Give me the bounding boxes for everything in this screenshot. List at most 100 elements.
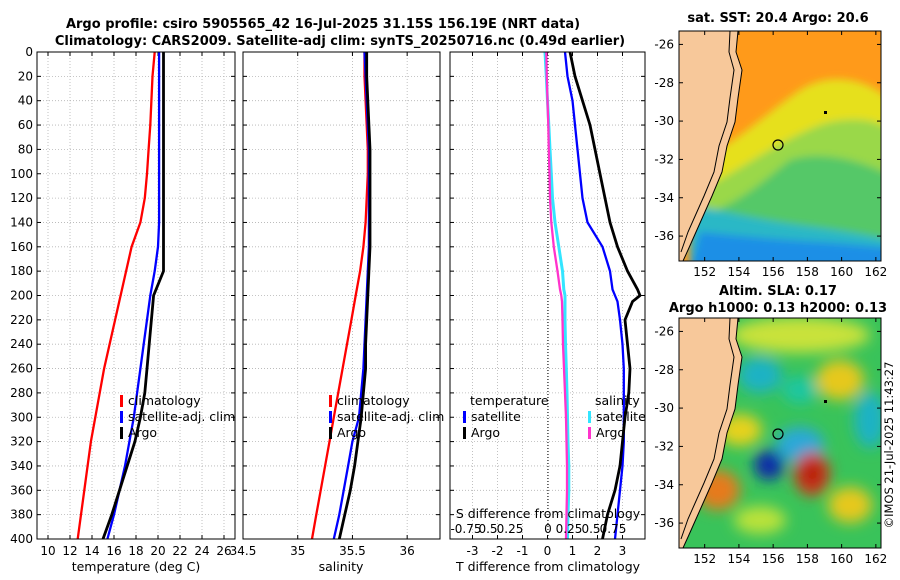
xtick-label: 34.5: [230, 544, 257, 558]
ytick-label: 140: [10, 215, 33, 229]
legend-mark-satellite: [329, 411, 332, 423]
xtick-label: 35.5: [339, 544, 366, 558]
sla-island: [824, 400, 827, 403]
sla-anomaly-5: [854, 392, 881, 448]
sst-map-field: [679, 31, 881, 261]
map-xtick-label: 160: [830, 265, 853, 279]
s-tick-label: 0.5: [478, 522, 497, 536]
xtick-label: -2: [492, 544, 504, 558]
difference-line-t-argo: [568, 52, 642, 539]
xtick-label: 10: [40, 544, 55, 558]
map-ytick-label: -28: [654, 76, 674, 90]
legend-mark-s-satellite: [588, 411, 591, 423]
map-xtick-label: 154: [727, 552, 750, 566]
s-tick-label: -0.75: [450, 522, 481, 536]
sst-map-panel: sat. SST: 20.4 Argo: 20.6 152 154 156 158 16…: [654, 11, 887, 279]
ytick-label: 220: [10, 313, 33, 327]
ytick-label: 380: [10, 508, 33, 522]
legend-label-satellite: satellite-adj. clim: [128, 409, 235, 424]
temperature-panel: 0 20 40 60 80 100 120 140 160 180 200 220 240 260 280 3…: [10, 45, 236, 574]
ytick-label: 340: [10, 459, 33, 473]
sst-map-ticks: 152 154 156 158 160 162 -26 -28 -30 -32 -34 -36: [654, 31, 887, 279]
s-tick-label: 0.75: [600, 522, 627, 536]
sla-anomaly-4: [782, 376, 818, 404]
salinity-line-argo: [337, 52, 372, 539]
sla-map-frame: [678, 317, 882, 549]
temperature-grid: [37, 52, 235, 539]
xtick-label: 0: [544, 544, 552, 558]
legend-mark-t-argo: [463, 427, 466, 439]
map-ytick-label: -28: [654, 363, 674, 377]
sla-anomaly-3: [816, 360, 864, 400]
xtick-label: 36: [400, 544, 415, 558]
sst-map-frame: [678, 30, 882, 262]
ytick-label: 80: [18, 142, 33, 156]
legend-label-argo: Argo: [337, 425, 366, 440]
temperature-xlabel: temperature (deg C): [72, 559, 201, 574]
ytick-label: 20: [18, 69, 33, 83]
xtick-label: 14: [84, 544, 99, 558]
sst-land-australia: [679, 31, 743, 261]
legend-mark-argo: [329, 427, 332, 439]
t-difference-xlabel: T difference from climatology: [455, 559, 641, 574]
legend-label-t-satellite: satellite: [471, 409, 521, 424]
salinity-lines: [310, 52, 372, 539]
ytick-label: 60: [18, 118, 33, 132]
temperature-line-climatology: [76, 52, 156, 539]
salinity-panel: 34.5 35 35.5 36 salinity climatology satell…: [230, 51, 444, 574]
xtick-label: 18: [128, 544, 143, 558]
sst-band-blue: [692, 232, 881, 261]
map-ytick-label: -34: [654, 478, 674, 492]
sla-anomaly-10: [802, 462, 822, 486]
sla-map-panel: Altim. SLA: 0.17 Argo h1000: 0.13 h2000:…: [654, 284, 887, 566]
sla-anomaly-1: [730, 318, 870, 353]
xtick-label: 16: [106, 544, 121, 558]
sla-map-title-line1: Altim. SLA: 0.17: [719, 284, 837, 299]
ytick-label: 0: [25, 45, 33, 59]
xtick-label: 26: [216, 544, 231, 558]
ytick-label: 160: [10, 240, 33, 254]
sla-map-title-line2: Argo h1000: 0.13 h2000: 0.13: [669, 301, 887, 316]
map-ytick-label: -26: [654, 37, 674, 51]
sla-isobath-line: [680, 318, 735, 540]
sla-anomaly-12: [828, 487, 872, 523]
map-xtick-label: 152: [693, 552, 716, 566]
xtick-label: 24: [194, 544, 209, 558]
map-xtick-label: 154: [727, 265, 750, 279]
sla-anomaly-13: [734, 506, 786, 534]
sla-map-field: [679, 318, 881, 548]
legend-mark-s-argo: [588, 427, 591, 439]
s-tick-label: 0.25: [497, 522, 524, 536]
map-xtick-label: 162: [864, 265, 887, 279]
ytick-label: 320: [10, 435, 33, 449]
legend-title-temperature: temperature: [470, 393, 549, 408]
ytick-label: 100: [10, 167, 33, 181]
s-difference-xlabel: S difference from climatology: [456, 506, 641, 521]
legend-mark-climatology: [120, 395, 123, 407]
xtick-label: -3: [467, 544, 479, 558]
map-ytick-label: -32: [654, 152, 674, 166]
ytick-label: 240: [10, 337, 33, 351]
sst-argo-position-marker: [772, 139, 784, 151]
sla-land-australia: [679, 318, 743, 548]
sla-argo-position-marker: [772, 428, 784, 440]
legend-label-t-argo: Argo: [471, 425, 500, 440]
map-ytick-label: -34: [654, 191, 674, 205]
ytick-label: 120: [10, 191, 33, 205]
legend-title-salinity: salinity: [595, 393, 640, 408]
salinity-plot-area: [243, 52, 440, 539]
difference-line-t-satellite: [563, 52, 625, 539]
temperature-lines: [76, 52, 165, 539]
ytick-label: 360: [10, 483, 33, 497]
ytick-label: 300: [10, 410, 33, 424]
map-xtick-label: 160: [830, 552, 853, 566]
figure-title-line2: Climatology: CARS2009. Satellite-adj cli…: [55, 34, 625, 49]
salinity-xlabel: salinity: [319, 559, 364, 574]
map-xtick-label: 158: [796, 265, 819, 279]
legend-mark-climatology: [329, 395, 332, 407]
temperature-line-satellite-adj-clim: [106, 52, 161, 539]
difference-legend: temperature satellite Argo salinity sate…: [463, 393, 646, 440]
map-xtick-label: 162: [864, 552, 887, 566]
salinity-legend: climatology satellite-adj. clim Argo: [329, 393, 444, 440]
